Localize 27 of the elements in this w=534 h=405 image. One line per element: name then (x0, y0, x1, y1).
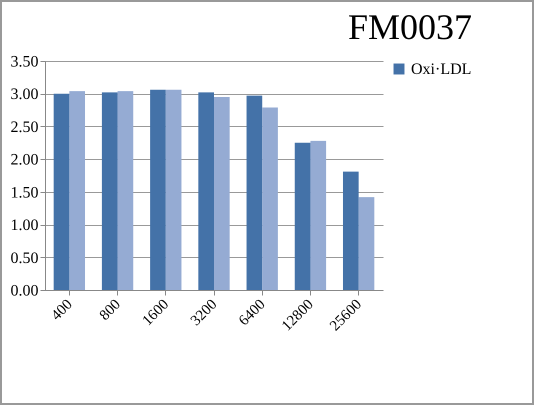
bar (358, 197, 374, 290)
bar (150, 90, 166, 290)
bar (214, 96, 230, 290)
bar (294, 142, 310, 290)
x-tick-label: 400 (48, 296, 76, 324)
bar (166, 90, 182, 290)
bar (118, 91, 134, 290)
bar (54, 94, 70, 290)
legend-label: Oxi·LDL (411, 61, 472, 78)
bar (102, 92, 118, 290)
chart-title: FM0037 (348, 7, 472, 47)
bar (342, 172, 359, 290)
y-tick-label: 1.00 (10, 217, 38, 234)
bar (69, 91, 86, 290)
y-tick-label: 0.00 (10, 282, 38, 300)
y-tick-label: 2.00 (10, 152, 38, 169)
y-tick-label: 2.50 (10, 118, 38, 136)
bar (198, 92, 214, 290)
y-tick-label: 3.00 (10, 86, 38, 104)
bar (262, 107, 278, 290)
x-tick-label: 6400 (236, 296, 269, 330)
y-tick-label: 3.50 (10, 54, 38, 70)
x-tick-label: 800 (96, 296, 124, 324)
bar (310, 140, 326, 290)
y-tick-label: 1.50 (10, 184, 38, 202)
bar (246, 96, 262, 290)
y-tick-label: 0.50 (10, 250, 38, 267)
